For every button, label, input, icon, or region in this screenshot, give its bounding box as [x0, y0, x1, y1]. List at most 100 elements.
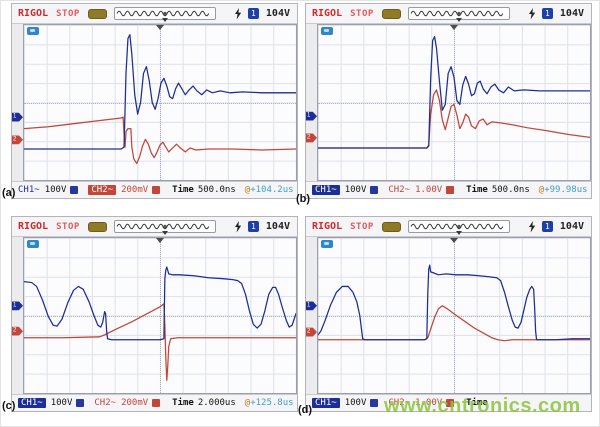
scope-status-bar: RIGOL STOP 1 104V — [306, 4, 591, 24]
ch2-label: CH2~ — [94, 398, 117, 408]
ch1-label: CH1~ — [312, 185, 340, 195]
ch2-scale-value: 1.00V — [415, 398, 443, 408]
ch2-trace — [318, 89, 590, 149]
channel-marker-gutter: 1 2 — [306, 24, 317, 181]
ch1-coupling-icon — [370, 186, 379, 194]
trigger-offset-at: @ — [538, 185, 545, 195]
memory-position-marker-icon — [455, 18, 462, 25]
ch2-position-marker: 2 — [306, 327, 317, 337]
channel-readout-bar: CH1~ 100V CH2~ 200mV Time 500.0ns @ +104… — [12, 181, 297, 198]
memory-position-strip — [407, 220, 510, 235]
channel-marker-gutter: 1 2 — [12, 24, 23, 181]
edge-trigger-icon — [234, 220, 242, 233]
graticule — [317, 24, 591, 181]
memory-position-strip — [407, 7, 510, 22]
figure-label-b: (b) — [296, 193, 311, 205]
ch2-trace — [24, 116, 296, 165]
memory-position-marker-icon — [161, 18, 168, 25]
memory-position-marker-icon — [455, 231, 462, 238]
channel-readout-bar: CH1~ 100V CH2~ 1.00V Time — [306, 394, 591, 411]
scope-status-icon — [321, 240, 333, 248]
memory-waveform-icon — [116, 223, 209, 230]
ch1-trace — [318, 264, 590, 341]
trigger-offset-value: +104.2us — [250, 185, 294, 195]
ch1-label: CH1~ — [312, 398, 340, 408]
acquisition-status: STOP — [56, 221, 80, 232]
trigger-offset-value: +125.8us — [250, 398, 294, 408]
ch1-scale-value: 100V — [344, 185, 367, 195]
acquisition-status: STOP — [350, 221, 374, 232]
scope-panel-c: RIGOL STOP 1 104V 1 2 — [11, 216, 298, 412]
ch2-coupling-icon — [152, 399, 161, 407]
scope-screen: 1 2 — [306, 237, 591, 394]
ch1-label: CH1~ — [18, 185, 40, 195]
trigger-source-badge: 1 — [541, 8, 553, 19]
trigger-position-icon — [156, 25, 164, 34]
usb-device-icon — [381, 221, 401, 232]
figure-label-c: (c) — [2, 400, 16, 412]
ch2-position-marker: 2 — [12, 135, 23, 145]
trigger-source-badge: 1 — [541, 221, 553, 232]
timebase-label: Time — [172, 398, 194, 408]
trigger-offset-value: +99.98us — [544, 185, 588, 195]
ch1-label: CH1~ — [18, 398, 46, 408]
trigger-level-value: 104V — [559, 221, 584, 232]
scope-panel-b: RIGOL STOP 1 104V 1 2 — [305, 3, 592, 199]
timebase-label: Time — [172, 185, 194, 195]
ch1-position-marker: 1 — [306, 111, 317, 121]
ch2-label: CH2~ — [88, 185, 117, 195]
scope-panel-d: RIGOL STOP 1 104V 1 2 — [305, 216, 592, 412]
scope-status-icon — [27, 27, 39, 35]
ch1-trace — [318, 35, 590, 149]
scope-screen: 1 2 — [12, 24, 297, 181]
acquisition-status: STOP — [56, 8, 80, 19]
ch2-position-marker: 2 — [12, 326, 23, 336]
timebase-label: Time — [466, 185, 488, 195]
memory-position-strip — [113, 220, 216, 235]
timebase-value: 500.0ns — [491, 185, 530, 195]
waveform-traces — [24, 34, 296, 165]
ch1-position-marker: 1 — [12, 301, 23, 311]
trigger-position-icon — [156, 238, 164, 247]
ch1-position-marker: 1 — [306, 301, 317, 311]
ch2-label: CH2~ — [388, 185, 411, 195]
ch2-label: CH2~ — [388, 398, 411, 408]
trigger-level-value: 104V — [559, 8, 584, 19]
trigger-level-value: 104V — [265, 221, 290, 232]
memory-position-strip — [113, 7, 216, 22]
ch2-trace — [24, 303, 296, 382]
edge-trigger-icon — [234, 7, 242, 20]
memory-waveform-icon — [116, 10, 209, 17]
ch1-scale-value: 100V — [344, 398, 367, 408]
rigol-logo: RIGOL — [18, 8, 49, 19]
scope-status-bar: RIGOL STOP 1 104V — [306, 217, 591, 237]
trigger-source-badge: 1 — [247, 221, 259, 232]
waveform-traces — [318, 35, 590, 149]
watermark-text: www.cntronics.com — [384, 395, 581, 417]
edge-trigger-icon — [528, 220, 536, 233]
scope-status-icon — [321, 27, 333, 35]
trigger-source-badge: 1 — [247, 8, 259, 19]
center-horizontal-gridline — [24, 315, 296, 317]
ch2-coupling-icon — [152, 186, 161, 194]
waveform-traces — [318, 264, 590, 342]
ch1-coupling-icon — [76, 399, 85, 407]
ch1-scale-value: 100V — [44, 185, 67, 195]
center-horizontal-gridline — [24, 102, 296, 104]
center-horizontal-gridline — [318, 102, 590, 104]
acquisition-status: STOP — [350, 8, 374, 19]
scope-panel-a: RIGOL STOP 1 104V 1 2 — [11, 3, 298, 199]
ch2-scale-value: 200mV — [121, 398, 149, 408]
ch1-scale-value: 100V — [50, 398, 73, 408]
waveform-traces — [24, 266, 296, 382]
figure-label-d: (d) — [298, 404, 313, 416]
trigger-offset-at: @ — [244, 398, 251, 408]
scope-status-bar: RIGOL STOP 1 104V — [12, 217, 297, 237]
trigger-position-icon — [450, 25, 458, 34]
scope-status-icon — [27, 240, 39, 248]
ch2-trace — [318, 305, 590, 342]
ch1-trace — [24, 34, 296, 150]
trigger-level-value: 104V — [265, 8, 290, 19]
usb-device-icon — [87, 8, 107, 19]
